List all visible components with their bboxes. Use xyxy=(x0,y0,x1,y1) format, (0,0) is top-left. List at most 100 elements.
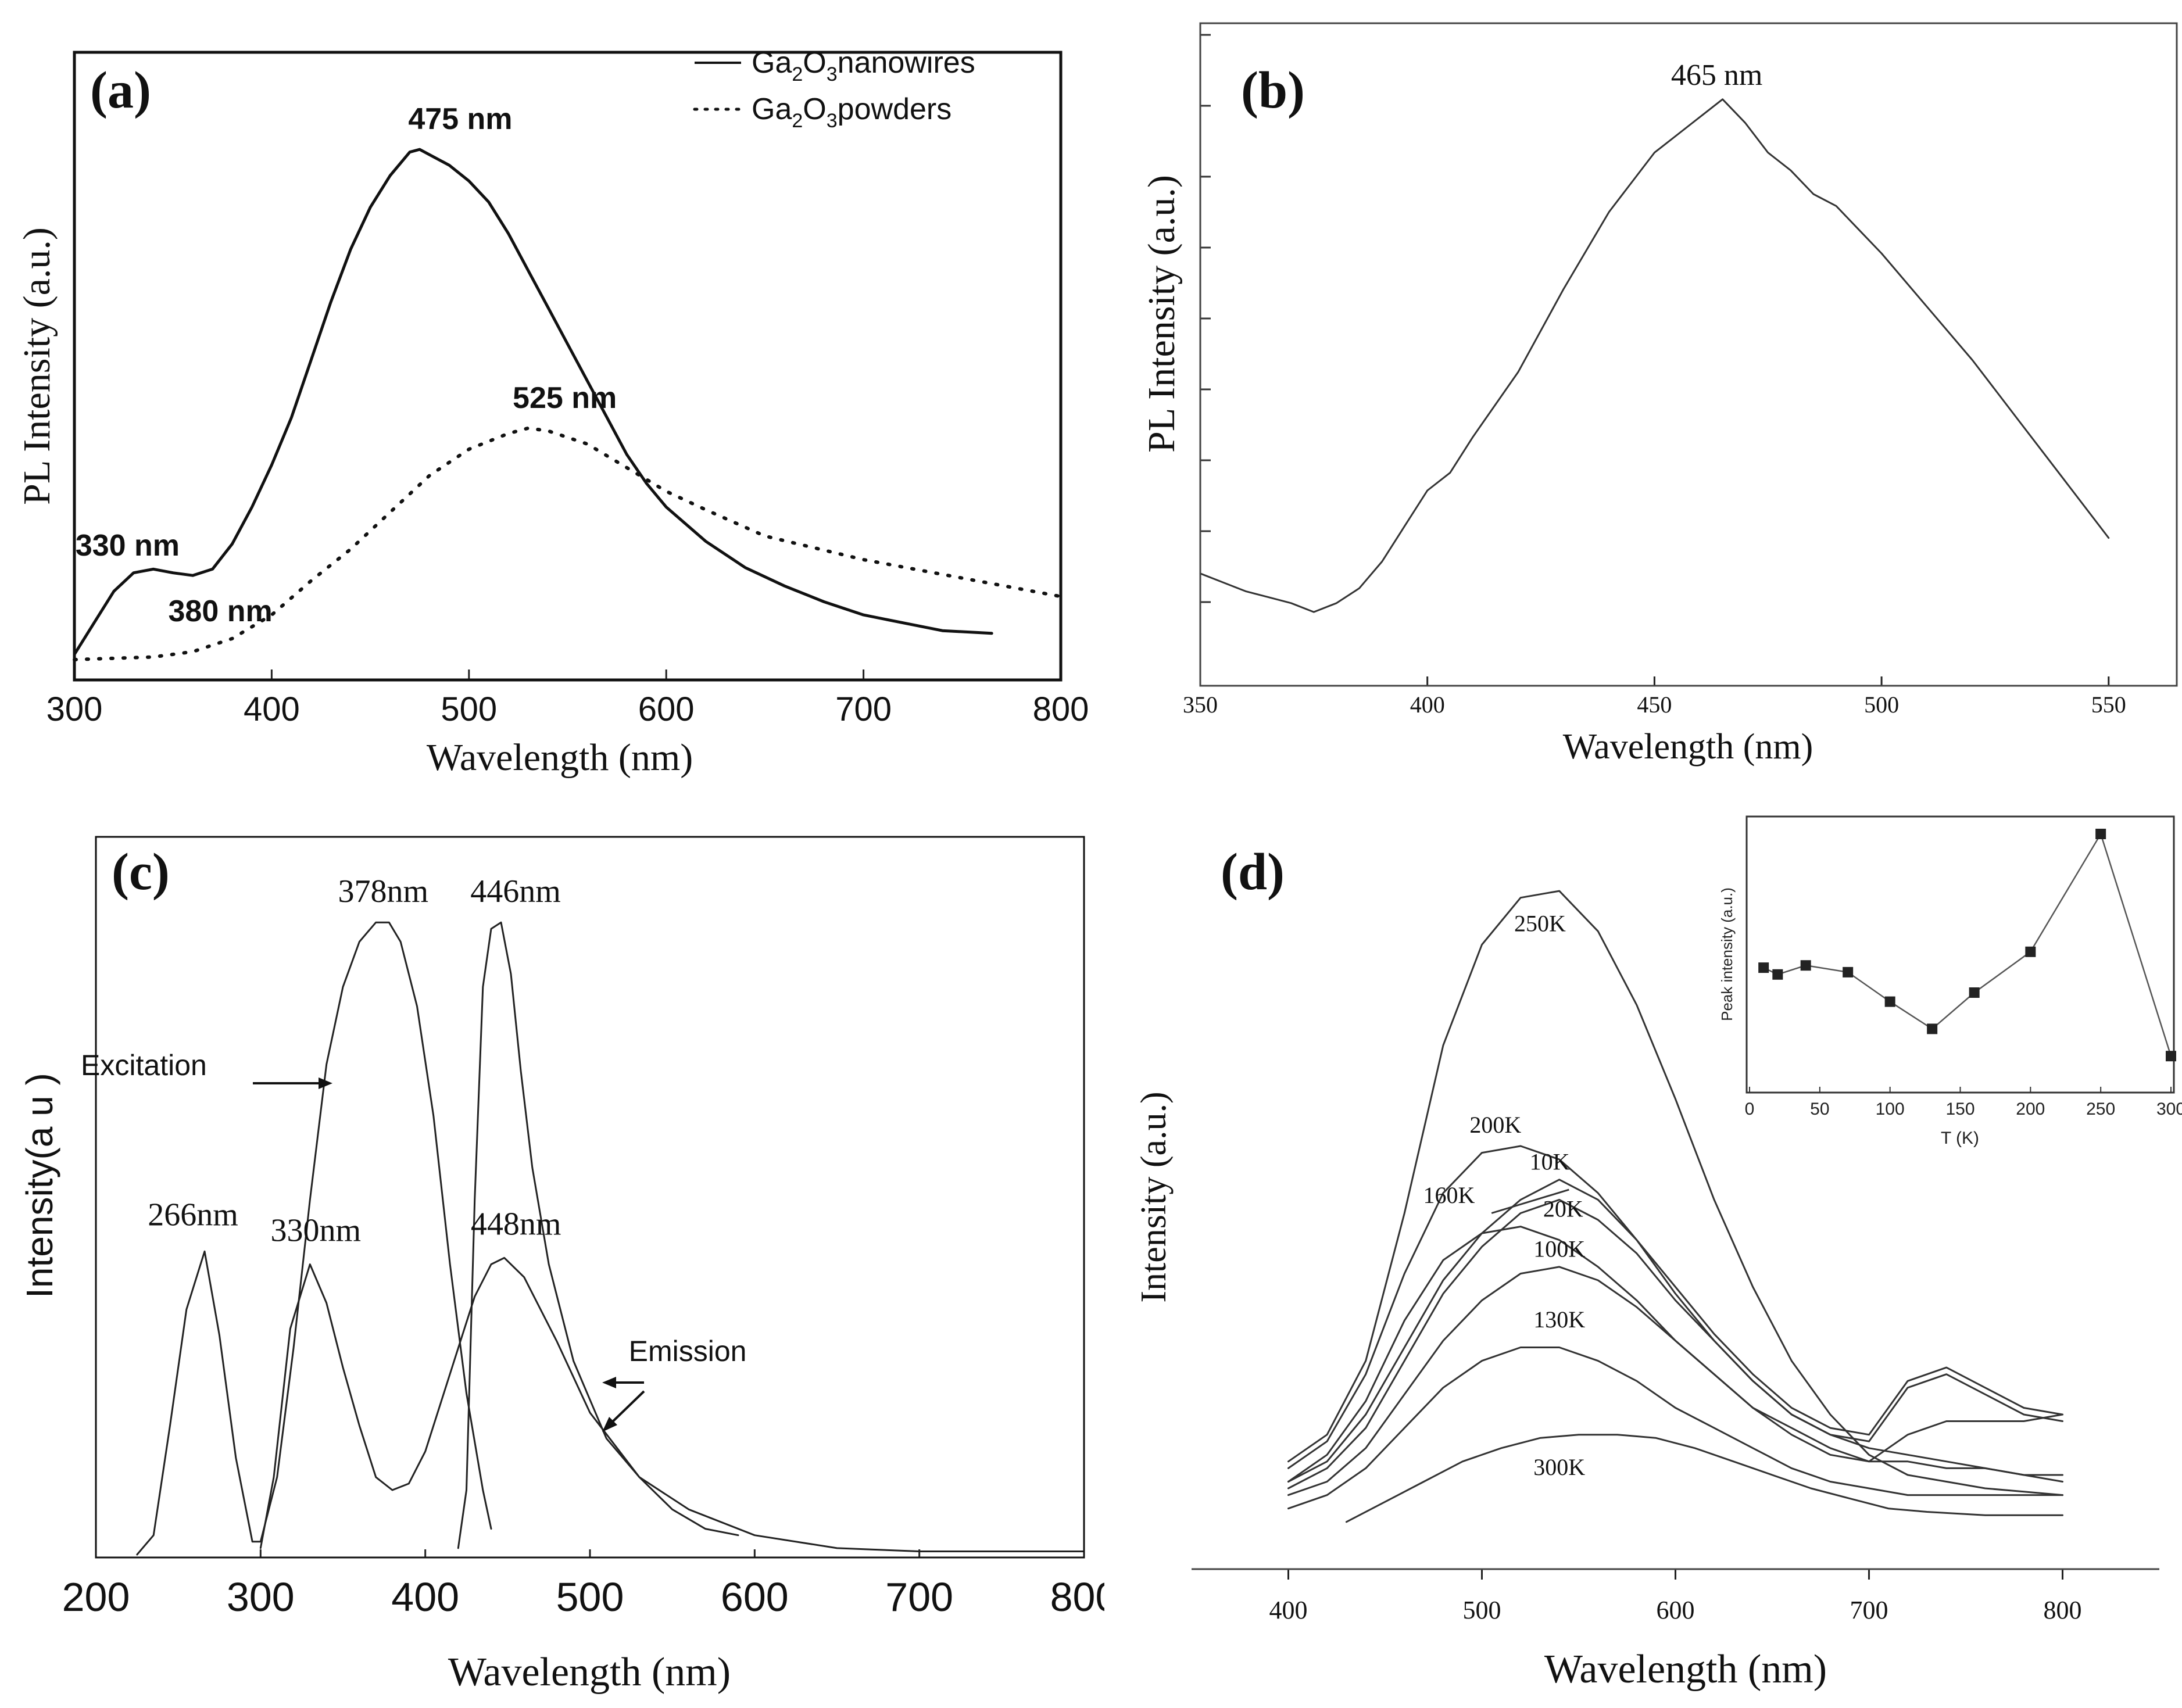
chart-c-annotation: 378nm xyxy=(338,873,429,909)
chart-a-xlabel: Wavelength (nm) xyxy=(427,736,693,779)
panel-d: 250K 200K 10K 160K 20K 100K 130K 300K 400 500 600… xyxy=(1104,802,2182,1708)
chart-a-annotation: 380 nm xyxy=(169,595,273,628)
inset-xtick-label: 150 xyxy=(1945,1100,1974,1119)
chart-b-xtick-label: 500 xyxy=(1864,692,1899,718)
chart-b-ylabel: PL Intensity (a.u.) xyxy=(1140,175,1183,453)
inset-xtick-label: 50 xyxy=(1810,1100,1829,1119)
chart-b-xtick-label: 350 xyxy=(1183,692,1218,718)
chart-c-annotation: 330nm xyxy=(271,1213,362,1249)
chart-b-svg: 350 400 450 500 550 (b) Wavelength (nm) PL I… xyxy=(1140,22,2178,767)
chart-c-panel-label: (c) xyxy=(112,843,170,901)
chart-d-series-7 xyxy=(1345,1434,2063,1523)
chart-a-series-0 xyxy=(73,148,993,656)
chart-a-series-1 xyxy=(73,426,1063,661)
inset-point xyxy=(1843,966,1854,977)
chart-a-xtick-label: 400 xyxy=(244,690,300,728)
legend-entry-powders: Ga2O3powders xyxy=(752,92,952,132)
chart-a-svg: 300 400 500 600 700 800 (a) Wavelength (nm) P… xyxy=(16,46,1089,779)
chart-d-annotation: 300K xyxy=(1533,1454,1585,1480)
inset-point xyxy=(1927,1023,1938,1034)
inset-xtick-label: 250 xyxy=(2086,1100,2115,1119)
inset-point xyxy=(1969,987,1980,998)
panel-a: 300 400 500 600 700 800 (a) Wavelength (nm) P… xyxy=(0,0,1104,802)
inset-series-line xyxy=(1763,832,2172,1057)
chart-a-xtick-label: 800 xyxy=(1033,690,1089,728)
inset-ylabel: Peak intensity (a.u.) xyxy=(1718,887,1736,1021)
inset-point xyxy=(1884,996,1895,1007)
chart-d-xlabel: Wavelength (nm) xyxy=(1544,1647,1827,1692)
chart-c-annotation: 448nm xyxy=(471,1206,561,1242)
inset-point xyxy=(2025,946,2036,957)
chart-c-series-2 xyxy=(457,921,739,1549)
chart-b-xtick-label: 400 xyxy=(1410,692,1445,718)
chart-d-series-3 xyxy=(1287,1198,2063,1489)
chart-b-series-0 xyxy=(1199,98,2110,613)
chart-c-xtick-label: 600 xyxy=(721,1574,789,1620)
chart-a-xtick-label: 700 xyxy=(835,690,892,728)
chart-c-svg: 200 300 400 500 600 700 800 (c) Wavelength (nm… xyxy=(19,836,1104,1695)
chart-c-xtick-label: 300 xyxy=(227,1574,295,1620)
chart-d-xtick-label: 400 xyxy=(1269,1596,1308,1624)
chart-d-series-5 xyxy=(1287,1266,2063,1496)
inset-point xyxy=(2166,1051,2176,1062)
arrow-excitation xyxy=(253,1077,332,1089)
chart-d-inset: 0 50 100 150 200 250 300 T (K) Peak intensity … xyxy=(1718,815,2182,1148)
chart-c-annotation: 446nm xyxy=(470,873,561,909)
chart-a-panel-label: (a) xyxy=(90,62,151,119)
chart-a-legend: Ga2O3nanowires Ga2O3powders xyxy=(693,46,975,132)
chart-d-annotation: 250K xyxy=(1514,910,1566,936)
inset-point xyxy=(1758,962,1769,973)
inset-point xyxy=(1800,960,1811,971)
panel-c: 200 300 400 500 600 700 800 (c) Wavelength (nm… xyxy=(0,802,1104,1708)
chart-a-annotation: 330 nm xyxy=(76,529,180,563)
chart-d-xtick-label: 500 xyxy=(1463,1596,1501,1624)
chart-a-xtick-label: 300 xyxy=(46,690,103,728)
chart-d-ylabel: Intensity (a.u.) xyxy=(1134,1091,1174,1302)
chart-d-annotation: 160K xyxy=(1423,1182,1475,1208)
chart-d-annotation: 130K xyxy=(1533,1306,1585,1333)
chart-a-frame xyxy=(73,51,1063,682)
chart-d-series-1 xyxy=(1287,1145,2063,1483)
chart-c-xtick-label: 700 xyxy=(885,1574,953,1620)
chart-d-xtick-label: 800 xyxy=(2044,1596,2082,1624)
chart-d-series-2 xyxy=(1287,1179,2063,1483)
chart-d-series-0 xyxy=(1287,890,2063,1496)
chart-b-frame xyxy=(1199,22,2178,687)
chart-d-annotation: 20K xyxy=(1543,1195,1583,1222)
chart-c-xlabel: Wavelength (nm) xyxy=(448,1650,731,1695)
chart-c-annotation: Emission xyxy=(629,1335,747,1367)
inset-xtick-label: 0 xyxy=(1745,1100,1755,1119)
chart-b-xlabel: Wavelength (nm) xyxy=(1563,727,1813,767)
chart-c-series-0 xyxy=(136,921,492,1556)
chart-c-frame xyxy=(95,836,1085,1559)
chart-c-series-1 xyxy=(259,1256,1085,1552)
chart-c-annotation: 266nm xyxy=(148,1197,238,1233)
chart-c-xtick-label: 800 xyxy=(1050,1574,1104,1620)
chart-d-xtick-label: 700 xyxy=(1850,1596,1888,1624)
chart-b-annotation: 465 nm xyxy=(1671,59,1762,92)
chart-d-xtick-label: 600 xyxy=(1657,1596,1695,1624)
arrow-emission-top xyxy=(602,1377,644,1388)
inset-xtick-label: 100 xyxy=(1876,1100,1905,1119)
inset-xtick-label: 200 xyxy=(2016,1100,2045,1119)
chart-d-annotation: 10K xyxy=(1530,1148,1570,1175)
arrow-emission-bottom xyxy=(602,1390,645,1432)
chart-b-panel-label: (b) xyxy=(1241,62,1305,119)
chart-d-panel-label: (d) xyxy=(1221,843,1285,901)
inset-point xyxy=(1772,969,1783,980)
inset-frame xyxy=(1745,815,2175,1094)
inset-xtick-label: 300 xyxy=(2156,1100,2182,1119)
chart-c-xtick-label: 200 xyxy=(62,1574,130,1620)
chart-a-xtick-label: 600 xyxy=(638,690,695,728)
legend-entry-nanowires: Ga2O3nanowires xyxy=(752,46,975,85)
chart-d-annotation: 200K xyxy=(1469,1112,1521,1138)
chart-c-xtick-label: 500 xyxy=(556,1574,624,1620)
inset-xlabel: T (K) xyxy=(1941,1129,1979,1148)
chart-d-160k-pointer xyxy=(1491,1188,1569,1214)
panel-b: 350 400 450 500 550 (b) Wavelength (nm) PL I… xyxy=(1104,0,2182,802)
chart-c-xtick-label: 400 xyxy=(391,1574,459,1620)
chart-a-annotation: 525 nm xyxy=(513,381,617,415)
chart-a-xtick-label: 500 xyxy=(441,690,497,728)
chart-b-xtick-label: 550 xyxy=(2091,692,2126,718)
